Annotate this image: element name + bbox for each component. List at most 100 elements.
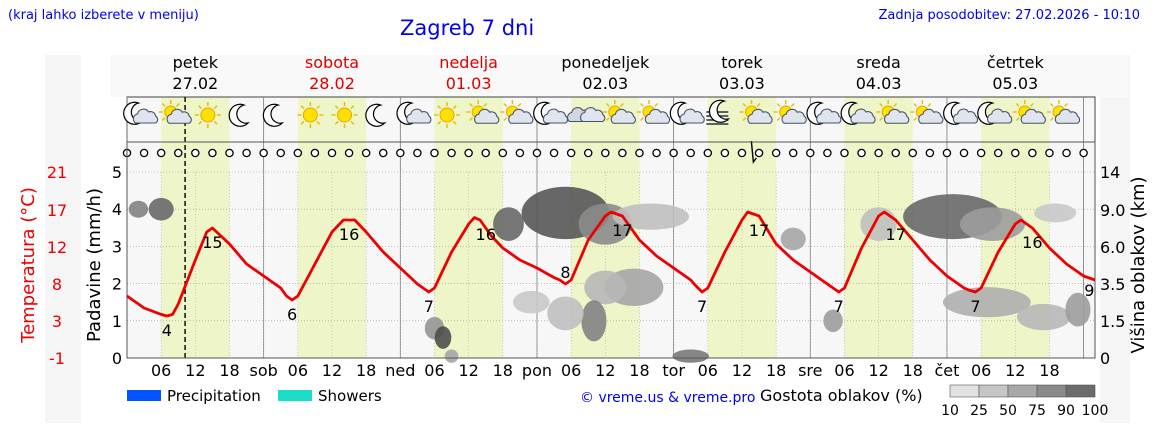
wind-calm-marker	[993, 148, 1003, 158]
sun-ray	[161, 102, 166, 107]
sun-cloud-icon	[910, 100, 944, 124]
x-tick-label: 06	[424, 361, 444, 380]
x-tick-label: 12	[732, 361, 752, 380]
wind-calm-marker	[703, 148, 713, 158]
cloud-height-tick-label: 0	[1100, 349, 1110, 368]
density-swatch	[949, 384, 980, 398]
x-tick-label: čet	[934, 361, 959, 380]
density-swatch	[1065, 384, 1096, 398]
moon-cloud-icon	[977, 101, 1013, 125]
sun-ray	[1049, 117, 1054, 122]
day-name-label: četrtek	[987, 53, 1045, 72]
cloud-height-tick-label: 14	[1100, 163, 1120, 182]
day-date-label: 01.03	[446, 74, 492, 93]
sun-ray	[334, 120, 339, 125]
cloud-height-tick-label: 9.0	[1100, 201, 1125, 220]
sun-ray	[198, 120, 203, 125]
cloud-shape	[952, 108, 979, 124]
sun-ray	[913, 102, 918, 107]
region-hint[interactable]: (kraj lahko izberete v meniju)	[8, 8, 199, 23]
moon-shape	[365, 103, 387, 127]
sun-ray	[300, 120, 305, 125]
moon-shape	[262, 103, 285, 127]
wind-calm-marker	[532, 148, 542, 158]
sun-ray	[469, 102, 474, 107]
moon-cloud-icon	[943, 101, 979, 125]
wind-calm-marker	[788, 148, 798, 158]
moon-cloud-icon	[806, 101, 842, 125]
cloud-density-blob	[672, 349, 709, 363]
wind-barb	[750, 140, 757, 164]
x-tick-label: 18	[219, 361, 239, 380]
wind-calm-marker	[942, 148, 952, 158]
sun-ray	[503, 102, 508, 107]
cloud-shape	[987, 108, 1013, 124]
temperature-value-label: 17	[612, 221, 632, 240]
wind-calm-marker	[310, 148, 320, 158]
wind-calm-marker	[378, 148, 388, 158]
precip-tick-label: 4	[112, 200, 122, 219]
wind-calm-marker	[259, 148, 268, 158]
wind-calm-marker	[618, 148, 627, 158]
wind-calm-marker	[669, 148, 678, 158]
wind-calm-marker	[344, 148, 354, 158]
x-tick-label: 06	[834, 361, 854, 380]
cloud-shape	[508, 108, 534, 124]
cloud-shape	[166, 108, 192, 124]
sun-cloud-icon	[773, 100, 807, 124]
wind-calm-marker	[1028, 148, 1037, 158]
temperature-value-label: 7	[834, 297, 844, 316]
sun-ray	[452, 105, 457, 110]
last-updated: Zadnja posodobitev: 27.02.2026 - 10:10	[878, 8, 1140, 23]
sun-ray	[334, 105, 339, 110]
moon-shape	[806, 101, 828, 125]
wind-calm-marker	[498, 148, 508, 158]
sun-ray	[213, 105, 218, 110]
temperature-value-label: 16	[1022, 233, 1042, 252]
day-name-label: ponedeljek	[561, 53, 650, 72]
cloud-density-blob	[434, 326, 452, 349]
cloud-shape	[406, 108, 432, 124]
x-tick-label: sre	[798, 361, 822, 380]
day-date-label: 27.02	[172, 74, 218, 93]
wind-calm-marker	[1011, 148, 1020, 158]
cloud-shape	[747, 108, 773, 124]
cloud-shape	[610, 108, 636, 124]
temperature-value-label: 4	[162, 321, 172, 340]
moon-cloud-icon	[669, 101, 705, 125]
wind-calm-marker	[806, 148, 815, 158]
x-tick-label: 06	[561, 361, 581, 380]
density-level-label: 90	[1057, 403, 1075, 419]
sun-ray	[437, 105, 442, 110]
cloud-density-blob	[547, 296, 584, 331]
x-tick-label: 12	[458, 361, 478, 380]
day-name-label: petek	[173, 53, 219, 72]
sun-ray	[1064, 102, 1069, 107]
showers-swatch	[278, 390, 312, 401]
sun-ray	[300, 105, 305, 110]
sun-icon	[434, 102, 461, 128]
moon-cloud-icon	[840, 101, 876, 125]
temperature-tick-label: 21	[47, 163, 67, 182]
x-tick-label: 12	[1005, 361, 1025, 380]
precipitation-legend-label: Precipitation	[167, 387, 261, 405]
precip-tick-label: 1	[112, 312, 122, 331]
wind-calm-marker	[413, 148, 422, 158]
day-date-label: 03.03	[719, 74, 765, 93]
moon-cloud-icon	[123, 101, 159, 125]
x-tick-label: ned	[385, 361, 415, 380]
wind-calm-marker	[635, 148, 644, 158]
wind-calm-marker	[515, 148, 525, 158]
sun-ray	[316, 120, 321, 125]
sun-ray	[1049, 102, 1054, 107]
wind-calm-marker	[225, 148, 234, 158]
temperature-value-label: 15	[202, 233, 222, 252]
wind-calm-marker	[447, 148, 456, 158]
cloud-shape	[884, 108, 910, 124]
right-axis-panel	[1100, 55, 1130, 423]
precip-tick-label: 2	[112, 275, 122, 294]
x-tick-label: 06	[151, 361, 171, 380]
wind-calm-marker	[566, 148, 576, 158]
cloud-density-blob	[148, 197, 174, 221]
wind-calm-marker	[1079, 148, 1088, 158]
